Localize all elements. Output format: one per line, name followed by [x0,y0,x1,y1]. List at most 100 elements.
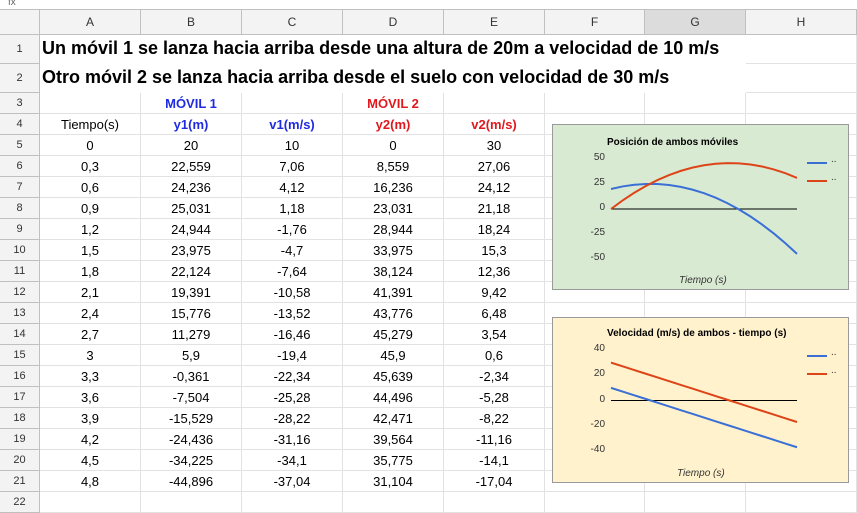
cell[interactable] [242,93,343,114]
row-header-21[interactable]: 21 [0,471,40,492]
row-header-20[interactable]: 20 [0,450,40,471]
column-header-f[interactable]: F [545,10,645,35]
data-cell[interactable]: 10 [242,135,343,156]
data-cell[interactable]: -7,64 [242,261,343,282]
formula-bar[interactable]: fx [0,0,857,10]
column-header-h[interactable]: H [746,10,857,35]
data-cell[interactable]: 39,564 [343,429,444,450]
data-cell[interactable]: -31,16 [242,429,343,450]
column-header-c[interactable]: C [242,10,343,35]
row-header-12[interactable]: 12 [0,282,40,303]
data-cell[interactable]: 12,36 [444,261,545,282]
data-cell[interactable]: 24,944 [141,219,242,240]
cell[interactable] [746,492,857,513]
data-cell[interactable]: 7,06 [242,156,343,177]
data-cell[interactable]: 0,6 [40,177,141,198]
data-cell[interactable]: 44,496 [343,387,444,408]
data-cell[interactable]: 31,104 [343,471,444,492]
data-cell[interactable]: -10,58 [242,282,343,303]
data-cell[interactable]: 35,775 [343,450,444,471]
data-cell[interactable]: 24,12 [444,177,545,198]
data-cell[interactable]: 4,8 [40,471,141,492]
data-cell[interactable]: -14,1 [444,450,545,471]
row-header-18[interactable]: 18 [0,408,40,429]
row-header-13[interactable]: 13 [0,303,40,324]
data-cell[interactable]: -25,28 [242,387,343,408]
column-header-e[interactable]: E [444,10,545,35]
data-cell[interactable]: 5,9 [141,345,242,366]
column-header-g[interactable]: G [645,10,746,35]
data-cell[interactable]: 43,776 [343,303,444,324]
position-chart[interactable]: Posición de ambos móviles Tiempo (s) 50 2… [552,124,849,290]
data-cell[interactable]: 45,639 [343,366,444,387]
data-cell[interactable]: -1,76 [242,219,343,240]
data-cell[interactable]: -34,225 [141,450,242,471]
data-cell[interactable]: 4,5 [40,450,141,471]
data-cell[interactable]: -37,04 [242,471,343,492]
data-cell[interactable]: 3,54 [444,324,545,345]
data-cell[interactable]: -44,896 [141,471,242,492]
cell[interactable] [645,93,746,114]
cell[interactable] [343,492,444,513]
cell[interactable] [40,93,141,114]
data-cell[interactable]: -7,504 [141,387,242,408]
data-cell[interactable]: 3,3 [40,366,141,387]
row-header-11[interactable]: 11 [0,261,40,282]
row-header-1[interactable]: 1 [0,35,40,64]
data-cell[interactable]: 22,124 [141,261,242,282]
row-header-10[interactable]: 10 [0,240,40,261]
data-cell[interactable]: -4,7 [242,240,343,261]
data-cell[interactable]: -19,4 [242,345,343,366]
data-cell[interactable]: 30 [444,135,545,156]
data-cell[interactable]: 21,18 [444,198,545,219]
data-cell[interactable]: 23,975 [141,240,242,261]
data-cell[interactable]: -22,34 [242,366,343,387]
data-cell[interactable]: -5,28 [444,387,545,408]
data-cell[interactable]: 2,7 [40,324,141,345]
column-header-b[interactable]: B [141,10,242,35]
header-y1[interactable]: y1(m) [141,114,242,135]
data-cell[interactable]: 0,9 [40,198,141,219]
select-all-corner[interactable] [0,10,40,35]
data-cell[interactable]: -15,529 [141,408,242,429]
data-cell[interactable]: 38,124 [343,261,444,282]
data-cell[interactable]: 45,279 [343,324,444,345]
header-tiempo[interactable]: Tiempo(s) [40,114,141,135]
data-cell[interactable]: 3,9 [40,408,141,429]
row-header-9[interactable]: 9 [0,219,40,240]
row-header-7[interactable]: 7 [0,177,40,198]
data-cell[interactable]: 19,391 [141,282,242,303]
cell[interactable] [645,282,746,303]
row-header-8[interactable]: 8 [0,198,40,219]
data-cell[interactable]: 27,06 [444,156,545,177]
data-cell[interactable]: 16,236 [343,177,444,198]
data-cell[interactable]: -28,22 [242,408,343,429]
data-cell[interactable]: 0,6 [444,345,545,366]
data-cell[interactable]: -16,46 [242,324,343,345]
data-cell[interactable]: 11,279 [141,324,242,345]
row-header-15[interactable]: 15 [0,345,40,366]
data-cell[interactable]: 22,559 [141,156,242,177]
data-cell[interactable]: 9,42 [444,282,545,303]
velocity-chart[interactable]: Velocidad (m/s) de ambos - tiempo (s) Ti… [552,317,849,483]
data-cell[interactable]: 8,559 [343,156,444,177]
column-header-d[interactable]: D [343,10,444,35]
label-movil-1[interactable]: MÓVIL 1 [141,93,242,114]
data-cell[interactable]: 4,2 [40,429,141,450]
data-cell[interactable]: 0 [343,135,444,156]
row-header-2[interactable]: 2 [0,64,40,93]
data-cell[interactable]: 0 [40,135,141,156]
cell[interactable] [746,64,857,93]
cell[interactable] [746,35,857,64]
cell[interactable] [242,492,343,513]
row-header-6[interactable]: 6 [0,156,40,177]
row-header-14[interactable]: 14 [0,324,40,345]
data-cell[interactable]: -8,22 [444,408,545,429]
data-cell[interactable]: 20 [141,135,242,156]
data-cell[interactable]: 2,4 [40,303,141,324]
data-cell[interactable]: 4,12 [242,177,343,198]
data-cell[interactable]: 3 [40,345,141,366]
data-cell[interactable]: 18,24 [444,219,545,240]
data-cell[interactable]: 2,1 [40,282,141,303]
data-cell[interactable]: 25,031 [141,198,242,219]
